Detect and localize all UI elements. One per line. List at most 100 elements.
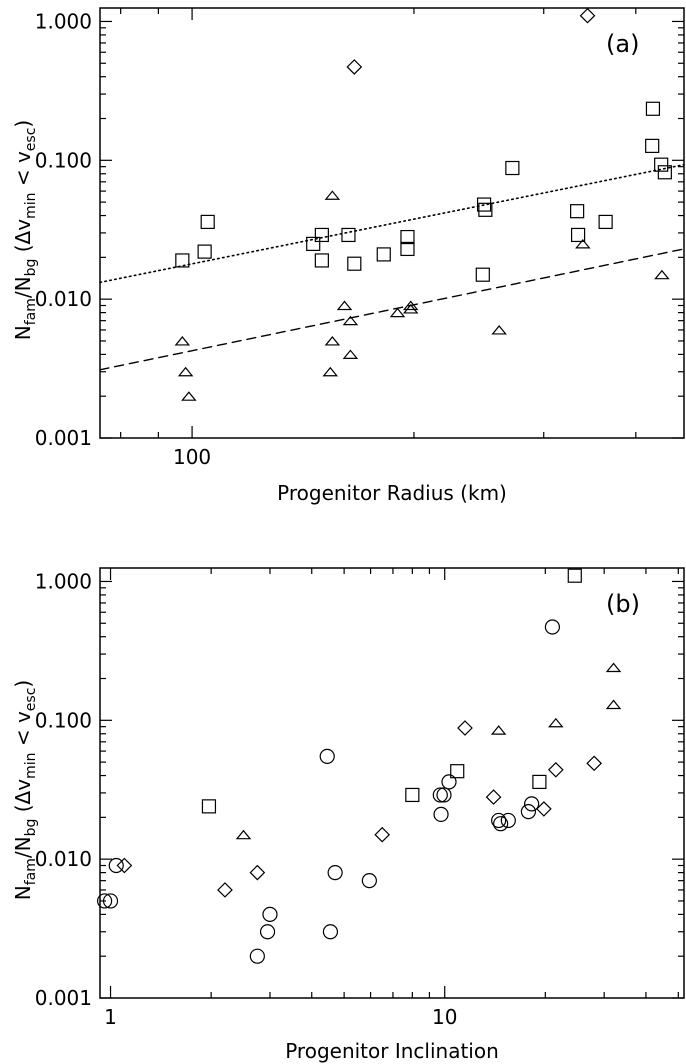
square-marker <box>532 774 547 790</box>
triangle-marker <box>177 366 194 377</box>
square-marker <box>567 568 582 583</box>
circle-marker <box>327 865 343 881</box>
y-axis-label: Nfam/Nbg (Δvmin < vesc) <box>11 120 39 340</box>
x-tick-label: 1 <box>104 1005 117 1029</box>
circle-marker <box>102 893 119 909</box>
square-marker <box>197 244 212 259</box>
y-tick-label: 0.001 <box>35 426 92 450</box>
square-marker <box>450 764 465 779</box>
triangle-marker <box>575 238 591 249</box>
circle-marker <box>491 812 507 829</box>
ylabel-part: (Δv <box>11 779 35 819</box>
ylabel-sub: fam <box>23 298 39 325</box>
ylabel-part: < v <box>11 151 35 192</box>
ylabel-part: N <box>11 885 35 900</box>
ylabel-part: ) <box>11 680 35 688</box>
square-marker <box>475 267 490 282</box>
panel-label: (a) <box>606 30 639 58</box>
circle-marker <box>433 806 449 823</box>
triangle-marker <box>336 300 353 311</box>
circle-marker <box>441 774 457 790</box>
y-tick-label: 1.000 <box>35 9 92 33</box>
diamond-marker <box>485 789 502 805</box>
square-marker <box>306 236 321 251</box>
square-marker <box>341 227 356 243</box>
triangle-marker <box>402 300 419 311</box>
circle-marker <box>322 924 339 940</box>
circle-marker <box>524 796 540 812</box>
circle-marker <box>249 948 265 964</box>
square-marker <box>314 253 329 268</box>
triangle-marker <box>491 325 507 335</box>
triangle-marker <box>174 335 191 346</box>
triangle-marker <box>322 366 339 377</box>
plot-frame <box>99 7 685 439</box>
diamond-marker <box>586 755 603 772</box>
ylabel-part: ) <box>11 120 35 128</box>
y-axis-label: Nfam/Nbg (Δvmin < vesc) <box>11 680 39 900</box>
square-marker <box>376 247 391 262</box>
ylabel-sub: min <box>23 753 39 779</box>
square-marker <box>570 204 585 219</box>
square-marker <box>200 214 215 230</box>
ylabel-sub: bg <box>23 819 39 837</box>
ylabel-part: N <box>11 325 35 340</box>
y-tick-label: 1.000 <box>35 569 92 593</box>
x-tick-label: 10 <box>432 1005 457 1029</box>
diamond-marker <box>217 882 233 898</box>
triangle-marker <box>654 269 670 280</box>
square-marker <box>598 214 613 230</box>
square-marker <box>570 227 586 243</box>
y-tick-label: 0.010 <box>35 287 92 311</box>
diamond-marker <box>579 7 596 24</box>
ylabel-sub: fam <box>23 858 39 885</box>
triangle-marker <box>324 190 341 200</box>
square-marker <box>347 256 362 271</box>
circle-marker <box>493 816 509 832</box>
dashed-fit-line <box>99 248 685 371</box>
diamond-marker <box>547 761 564 778</box>
panel-a: (a) 100 0.001 0.010 0.100 1.000 Progenitor R… <box>11 7 685 505</box>
panel-label: (b) <box>606 590 640 618</box>
ylabel-part: (Δv <box>11 219 35 259</box>
square-marker <box>175 253 190 268</box>
y-tick-label: 0.100 <box>35 148 92 172</box>
ylabel-part: < v <box>11 711 35 752</box>
circle-marker <box>319 748 335 764</box>
square-marker <box>654 157 669 172</box>
circle-marker <box>520 804 537 820</box>
triangle-marker <box>324 335 341 346</box>
square-marker <box>405 787 420 803</box>
x-tick-label: 100 <box>173 445 211 469</box>
ylabel-part: /N <box>11 276 35 298</box>
circle-marker <box>432 787 448 803</box>
ylabel-sub: esc <box>23 128 39 152</box>
y-tick-label: 0.001 <box>35 986 92 1010</box>
diamond-marker <box>116 857 133 874</box>
triangle-marker <box>548 717 564 728</box>
diamond-marker <box>536 801 552 817</box>
circle-marker <box>361 873 377 889</box>
square-marker <box>400 229 415 245</box>
square-marker <box>505 160 520 176</box>
circle-marker <box>436 787 452 803</box>
panel-b: (b) 1 10 0.001 0.010 0.100 1.000 Progenitor I… <box>11 567 685 1063</box>
circle-marker <box>500 812 516 829</box>
diamond-marker <box>346 59 363 75</box>
square-marker <box>201 799 217 814</box>
circle-marker <box>544 619 561 635</box>
plot-frame <box>99 567 685 999</box>
dotted-fit-line <box>99 163 685 284</box>
circle-marker <box>108 857 124 874</box>
diamond-marker <box>249 864 266 881</box>
ylabel-sub: min <box>23 193 39 219</box>
diamond-marker <box>457 720 473 736</box>
triangle-marker <box>342 349 359 360</box>
ylabel-part: /N <box>11 836 35 858</box>
ylabel-sub: esc <box>23 688 39 712</box>
x-axis-label: Progenitor Inclination <box>285 1039 499 1063</box>
triangle-marker <box>605 699 622 710</box>
triangle-marker <box>342 315 359 326</box>
circle-marker <box>262 906 278 923</box>
triangle-marker <box>235 829 252 840</box>
